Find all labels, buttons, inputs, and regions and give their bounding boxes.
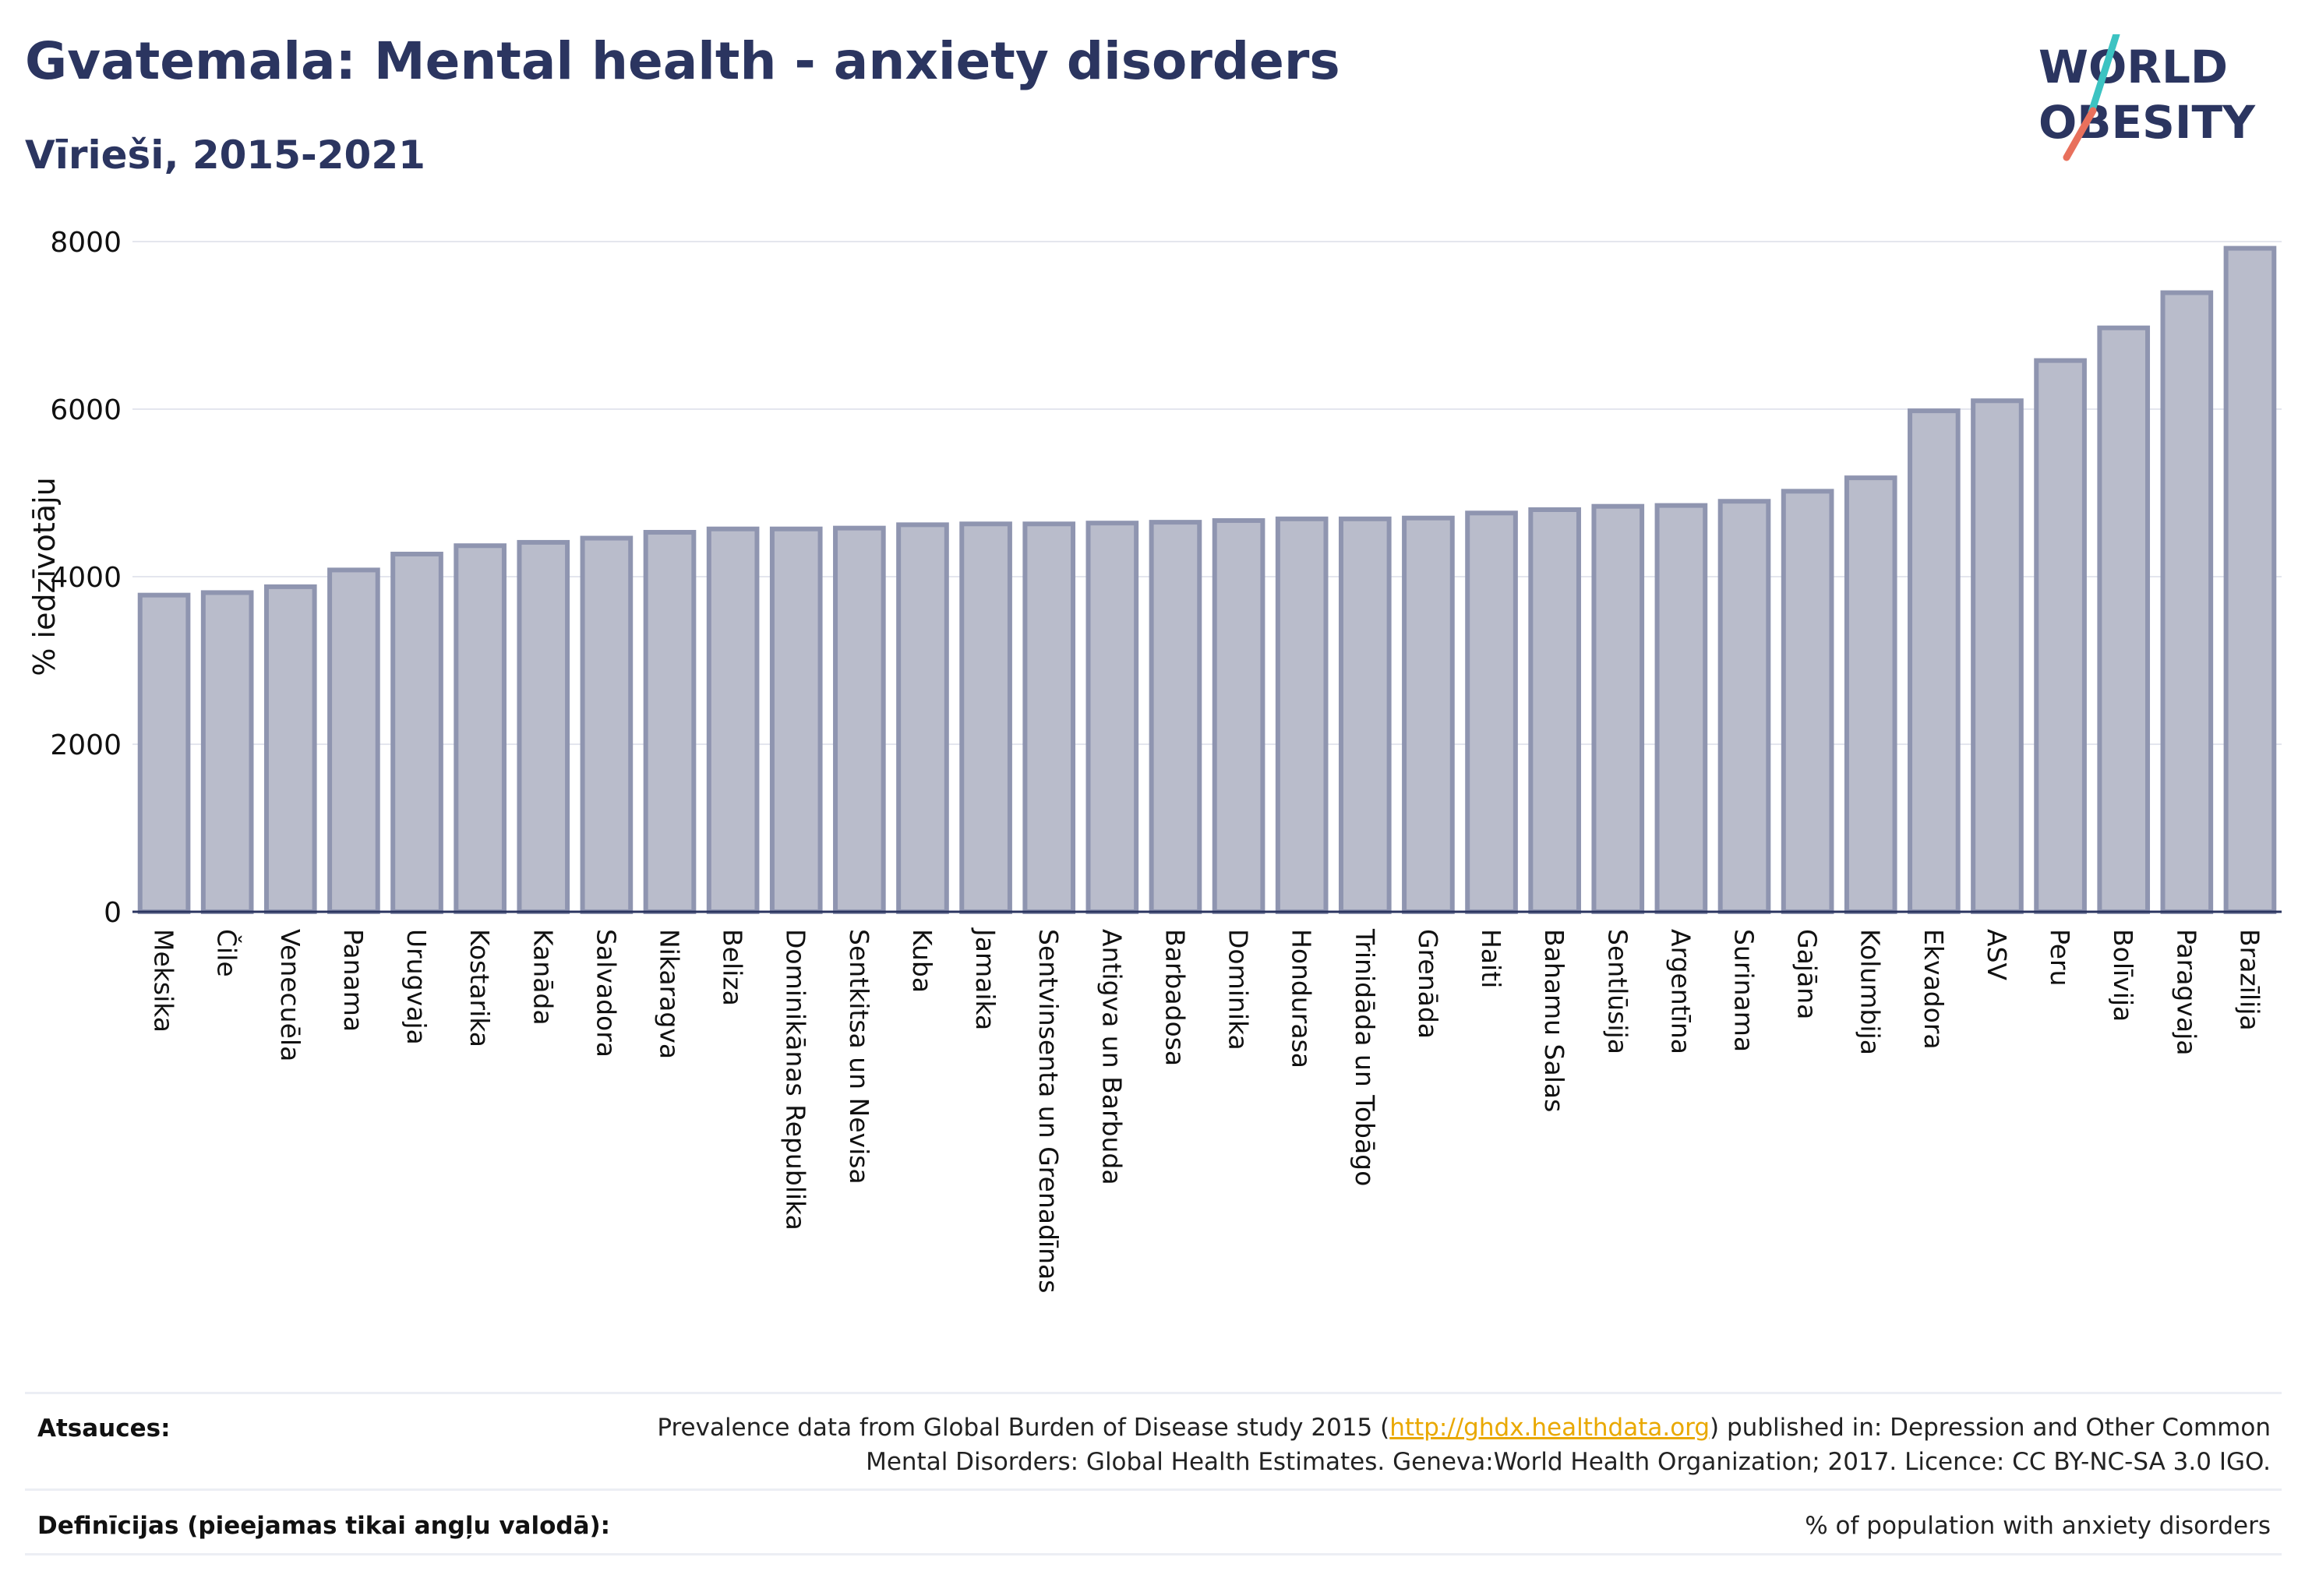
bar (263, 584, 317, 915)
chart-subtitle: Vīrieši, 2015-2021 (25, 132, 425, 178)
sources-text: Prevalence data from Global Burden of Di… (657, 1411, 2271, 1479)
world-obesity-logo: WORLD OBESITY (2038, 34, 2256, 161)
x-tick-label: Kanāda (528, 929, 558, 1026)
y-tick-label: 2000 (50, 729, 122, 761)
x-tick-label: Urugvaja (401, 929, 432, 1045)
x-tick-label: Argentīna (1665, 929, 1696, 1054)
bars (137, 245, 2277, 915)
bar (580, 535, 634, 914)
bar (1591, 503, 1645, 914)
y-tick-label: 4000 (50, 562, 122, 594)
bar (2223, 245, 2277, 915)
bar (1149, 520, 1202, 914)
bar (454, 543, 507, 914)
bar (1781, 489, 1834, 914)
logo-slash-teal (2088, 34, 2120, 116)
x-tick-label: ASV (1982, 929, 2012, 981)
bar (769, 526, 823, 914)
bar (1212, 517, 1265, 914)
x-tick-label: Beliza (718, 929, 748, 1006)
x-tick-label: Nikaragva (655, 929, 685, 1059)
x-tick-label: Meksika (149, 929, 179, 1033)
x-tick-label: Grenāda (1413, 929, 1443, 1039)
x-tick-label: Sentvinsenta un Grenadīnas (1033, 929, 1064, 1293)
x-tick-label: Bolīvija (2108, 929, 2138, 1022)
definitions-label: Definīcijas (pieejamas tikai angļu valod… (37, 1512, 611, 1540)
bar (1465, 510, 1518, 914)
x-tick-label: Salvadora (591, 929, 621, 1058)
x-tick-label: Kostarika (464, 929, 495, 1047)
bar (517, 539, 570, 914)
bar (1717, 499, 1771, 914)
bar (2034, 358, 2087, 914)
bar (706, 526, 760, 914)
y-axis-ticks: 0 2000 4000 6000 8000 (50, 227, 122, 929)
bar (1654, 503, 1708, 914)
bar (896, 522, 949, 914)
x-tick-label: Čile (212, 929, 243, 977)
bar (1844, 475, 1897, 914)
x-tick-label: Peru (2045, 929, 2075, 987)
logo-word-world: WORLD (2038, 41, 2228, 94)
bar (1275, 516, 1329, 914)
x-tick-label: Gajāna (1792, 929, 1823, 1019)
x-tick-label: Hondurasa (1287, 929, 1317, 1068)
y-tick-label: 6000 (50, 394, 122, 426)
x-tick-label: Dominikānas Republika (781, 929, 811, 1231)
bar (1908, 408, 1961, 914)
x-tick-label: Trinidāda un Tobāgo (1350, 928, 1380, 1186)
definitions-text: % of population with anxiety disorders (1805, 1512, 2271, 1540)
bar (1971, 398, 2024, 914)
x-tick-label: Brazīlija (2234, 929, 2264, 1031)
bar-chart: 0 2000 4000 6000 8000 Meksika Čile Venecuēla Pa… (27, 227, 2282, 1293)
x-tick-label: Antigva un Barbuda (1096, 929, 1127, 1185)
x-tick-label: Panama (338, 929, 369, 1032)
bar (1528, 507, 1581, 914)
bar (643, 530, 697, 915)
y-tick-label: 8000 (50, 227, 122, 259)
x-tick-label: Jamaika (970, 927, 1001, 1030)
bar (2097, 325, 2151, 915)
sources-text-after: ) published in: Depression and Other Com… (1710, 1414, 2271, 1442)
bar (137, 592, 191, 915)
sources-text-before: Prevalence data from Global Burden of Di… (657, 1414, 1390, 1442)
bar (1085, 521, 1139, 914)
bar (2160, 290, 2214, 914)
x-tick-label: Ekvadora (1918, 929, 1949, 1050)
x-tick-label: Sentlūsija (1602, 929, 1633, 1054)
x-axis-ticks: Meksika Čile Venecuēla Panama Urugvaja Kostar… (149, 927, 2265, 1293)
bar (833, 525, 886, 915)
x-tick-label: Kuba (907, 929, 937, 993)
footer-divider-bottom (25, 1553, 2282, 1555)
x-tick-label: Surinama (1729, 929, 1760, 1052)
bar (390, 551, 443, 914)
x-tick-label: Venecuēla (275, 929, 305, 1061)
y-tick-label: 0 (104, 897, 122, 929)
bar (1402, 515, 1455, 914)
sources-label: Atsauces: (37, 1414, 171, 1442)
x-tick-label: Bahamu Salas (1539, 929, 1569, 1112)
bar (1022, 521, 1076, 915)
x-tick-label: Dominika (1223, 929, 1254, 1050)
x-tick-label: Haiti (1476, 929, 1506, 988)
logo-slash-coral (2063, 107, 2097, 161)
x-tick-label: Barbadosa (1160, 929, 1190, 1066)
footer-divider-top (25, 1392, 2282, 1394)
y-axis-label: % iedzīvotāju (27, 477, 62, 676)
sources-text-line2: Mental Disorders: Global Health Estimate… (866, 1448, 2271, 1476)
x-tick-label: Sentkitsa un Nevisa (844, 929, 874, 1185)
bar (959, 521, 1012, 915)
x-tick-label: Kolumbija (1855, 929, 1886, 1055)
bar (1338, 516, 1392, 914)
footer-divider-middle (25, 1488, 2282, 1491)
bar (327, 567, 380, 915)
x-tick-label: Paragvaja (2171, 929, 2201, 1056)
sources-link[interactable]: http://ghdx.healthdata.org (1389, 1414, 1710, 1442)
chart-title: Gvatemala: Mental health - anxiety disor… (25, 31, 1340, 91)
bar (200, 590, 254, 914)
